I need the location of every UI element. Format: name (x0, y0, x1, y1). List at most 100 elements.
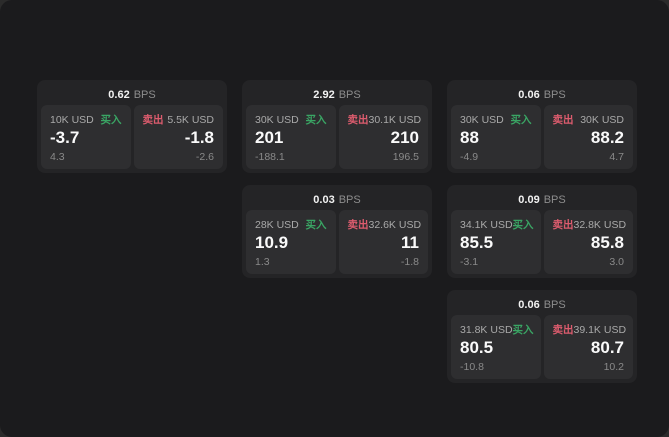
sell-price: 210 (390, 128, 419, 147)
card-header: 0.62 BPS (41, 84, 223, 105)
buy-price: 10.9 (255, 233, 289, 252)
sell-side-label: 卖出 (142, 114, 164, 126)
card-grid: 0.62 BPS 10K USD 买入 -3.7 4.3 卖出 5.5K USD… (37, 80, 637, 383)
sell-amount-label: 32.6K USD (368, 218, 422, 231)
sell-price: -1.8 (184, 128, 214, 147)
quote-panes: 30K USD 买入 88 -4.9 卖出 30K USD 88.2 4.7 (451, 105, 633, 169)
sell-amount-label: 39.1K USD (573, 323, 627, 336)
sell-price: 11 (401, 233, 419, 252)
bps-unit: BPS (543, 88, 566, 101)
sell-pane-top: 卖出 32.8K USD (552, 217, 627, 232)
sell-change: 196.5 (392, 151, 419, 163)
buy-price: 201 (255, 128, 284, 147)
sell-price: 80.7 (590, 338, 624, 357)
buy-side-label: 买入 (512, 324, 534, 336)
quote-panes: 34.1K USD 买入 85.5 -3.1 卖出 32.8K USD 85.8… (451, 210, 633, 274)
buy-side-label: 买入 (100, 114, 122, 126)
bps-value: 0.06 (518, 298, 540, 311)
bps-unit: BPS (338, 193, 361, 206)
buy-side-label: 买入 (305, 219, 327, 231)
bps-value: 0.03 (313, 193, 335, 206)
buy-side-label: 买入 (512, 219, 534, 231)
sell-pane[interactable]: 卖出 32.8K USD 85.8 3.0 (543, 210, 633, 274)
card-header: 2.92 BPS (246, 84, 428, 105)
buy-amount-label: 31.8K USD (460, 323, 513, 336)
buy-side-label: 买入 (510, 114, 532, 126)
card-header: 0.06 BPS (451, 294, 633, 315)
buy-change: 4.3 (50, 151, 65, 163)
sell-amount-label: 30K USD (580, 113, 624, 126)
sell-side-label: 卖出 (552, 324, 574, 336)
buy-change: 1.3 (255, 256, 270, 268)
buy-pane-top: 30K USD 买入 (460, 112, 532, 127)
buy-pane[interactable]: 30K USD 买入 201 -188.1 (246, 105, 336, 169)
sell-pane-top: 卖出 30.1K USD (347, 112, 422, 127)
quote-panes: 31.8K USD 买入 80.5 -10.8 卖出 39.1K USD 80.… (451, 315, 633, 379)
quote-panes: 28K USD 买入 10.9 1.3 卖出 32.6K USD 11 -1.8 (246, 210, 428, 274)
buy-pane-top: 31.8K USD 买入 (460, 322, 534, 337)
bps-value: 0.06 (518, 88, 540, 101)
sell-change: 10.2 (603, 361, 624, 373)
bps-unit: BPS (543, 298, 566, 311)
spread-card: 0.62 BPS 10K USD 买入 -3.7 4.3 卖出 5.5K USD… (37, 80, 227, 173)
sell-amount-label: 5.5K USD (167, 113, 214, 126)
buy-pane[interactable]: 30K USD 买入 88 -4.9 (451, 105, 541, 169)
sell-side-label: 卖出 (347, 219, 369, 231)
buy-pane[interactable]: 34.1K USD 买入 85.5 -3.1 (451, 210, 541, 274)
buy-price: 80.5 (460, 338, 494, 357)
sell-side-label: 卖出 (347, 114, 369, 126)
sell-price: 88.2 (590, 128, 624, 147)
quote-panes: 10K USD 买入 -3.7 4.3 卖出 5.5K USD -1.8 -2.… (41, 105, 223, 169)
bps-value: 0.09 (518, 193, 540, 206)
buy-pane[interactable]: 31.8K USD 买入 80.5 -10.8 (451, 315, 541, 379)
bps-unit: BPS (133, 88, 156, 101)
bps-value: 2.92 (313, 88, 335, 101)
buy-change: -10.8 (460, 361, 484, 373)
sell-side-label: 卖出 (552, 114, 574, 126)
sell-pane[interactable]: 卖出 5.5K USD -1.8 -2.6 (133, 105, 223, 169)
buy-amount-label: 34.1K USD (460, 218, 513, 231)
sell-change: 4.7 (609, 151, 624, 163)
buy-pane[interactable]: 28K USD 买入 10.9 1.3 (246, 210, 336, 274)
card-header: 0.09 BPS (451, 189, 633, 210)
card-header: 0.06 BPS (451, 84, 633, 105)
sell-amount-label: 32.8K USD (573, 218, 627, 231)
sell-pane[interactable]: 卖出 39.1K USD 80.7 10.2 (543, 315, 633, 379)
card-header: 0.03 BPS (246, 189, 428, 210)
spread-card: 0.06 BPS 31.8K USD 买入 80.5 -10.8 卖出 39.1… (447, 290, 637, 383)
sell-side-label: 卖出 (552, 219, 574, 231)
bps-unit: BPS (543, 193, 566, 206)
buy-pane-top: 28K USD 买入 (255, 217, 327, 232)
sell-pane-top: 卖出 30K USD (553, 112, 625, 127)
sell-pane-top: 卖出 32.6K USD (347, 217, 422, 232)
buy-price: 85.5 (460, 233, 494, 252)
bps-unit: BPS (338, 88, 361, 101)
buy-pane[interactable]: 10K USD 买入 -3.7 4.3 (41, 105, 131, 169)
buy-amount-label: 10K USD (50, 113, 94, 126)
spread-card: 0.06 BPS 30K USD 买入 88 -4.9 卖出 30K USD 8… (447, 80, 637, 173)
quote-panes: 30K USD 买入 201 -188.1 卖出 30.1K USD 210 1… (246, 105, 428, 169)
sell-pane[interactable]: 卖出 32.6K USD 11 -1.8 (338, 210, 428, 274)
buy-pane-top: 10K USD 买入 (50, 112, 122, 127)
buy-price: -3.7 (50, 128, 80, 147)
spread-card: 2.92 BPS 30K USD 买入 201 -188.1 卖出 30.1K … (242, 80, 432, 173)
spread-card: 0.03 BPS 28K USD 买入 10.9 1.3 卖出 32.6K US… (242, 185, 432, 278)
buy-amount-label: 30K USD (460, 113, 504, 126)
sell-pane[interactable]: 卖出 30.1K USD 210 196.5 (338, 105, 428, 169)
buy-pane-top: 34.1K USD 买入 (460, 217, 534, 232)
sell-change: 3.0 (609, 256, 624, 268)
buy-change: -3.1 (460, 256, 479, 268)
sell-pane-top: 卖出 5.5K USD (143, 112, 215, 127)
sell-amount-label: 30.1K USD (368, 113, 422, 126)
buy-amount-label: 28K USD (255, 218, 299, 231)
sell-pane[interactable]: 卖出 30K USD 88.2 4.7 (543, 105, 633, 169)
buy-side-label: 买入 (305, 114, 327, 126)
sell-change: -1.8 (400, 256, 419, 268)
buy-price: 88 (460, 128, 479, 147)
buy-change: -4.9 (460, 151, 479, 163)
buy-pane-top: 30K USD 买入 (255, 112, 327, 127)
sell-price: 85.8 (590, 233, 624, 252)
sell-pane-top: 卖出 39.1K USD (552, 322, 627, 337)
spread-card: 0.09 BPS 34.1K USD 买入 85.5 -3.1 卖出 32.8K… (447, 185, 637, 278)
